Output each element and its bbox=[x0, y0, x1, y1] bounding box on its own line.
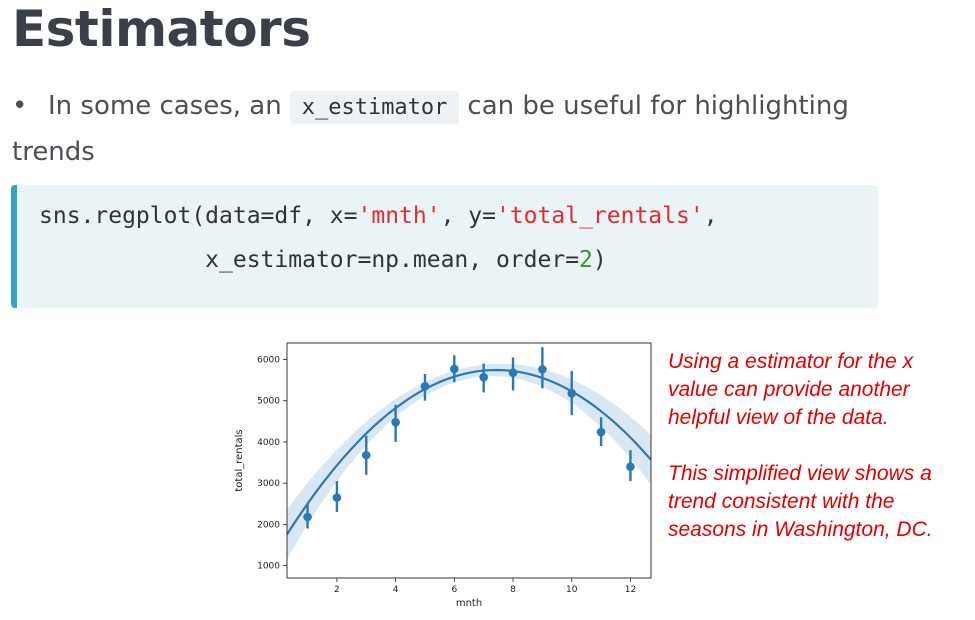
data-point bbox=[332, 493, 342, 502]
data-point bbox=[450, 364, 459, 374]
annotation-note: Using a estimator for the x value can pr… bbox=[668, 348, 968, 572]
code-line-2: x_estimator=np.mean, order=2) bbox=[39, 247, 607, 273]
regression-line bbox=[287, 368, 651, 535]
code-token: , bbox=[703, 203, 718, 229]
data-point bbox=[508, 368, 518, 377]
x-tick-label: 8 bbox=[510, 585, 516, 595]
plot-frame bbox=[286, 342, 652, 579]
y-tick-label: 1000 bbox=[257, 562, 280, 572]
code-number: 2 bbox=[579, 247, 593, 273]
code-line-1: sns.regplot(data=df, x='mnth', y='total_… bbox=[39, 203, 718, 229]
data-point bbox=[361, 450, 371, 460]
bullet-dot: • bbox=[12, 91, 28, 121]
y-tick-label: 6000 bbox=[257, 355, 280, 365]
page-title: Estimators bbox=[12, 0, 311, 58]
code-token: ) bbox=[592, 247, 607, 273]
y-tick-label: 4000 bbox=[257, 438, 280, 448]
y-tick-label: 2000 bbox=[257, 520, 280, 530]
code-token: x_estimator=np.mean, order= bbox=[39, 247, 580, 273]
y-tick-label: 5000 bbox=[257, 397, 280, 407]
data-point bbox=[391, 417, 400, 427]
x-tick-label: 4 bbox=[393, 585, 399, 595]
x-tick-label: 2 bbox=[334, 585, 340, 595]
code-token: sns.regplot(data=df, x= bbox=[39, 203, 358, 229]
note-paragraph-2: This simplified view shows a trend consi… bbox=[668, 462, 933, 541]
confidence-band bbox=[287, 363, 651, 560]
code-string: 'total_rentals' bbox=[495, 203, 704, 229]
note-paragraph-1: Using a estimator for the x value can pr… bbox=[668, 350, 914, 429]
inline-code: x_estimator bbox=[289, 91, 460, 124]
x-tick-label: 12 bbox=[625, 585, 636, 595]
bullet-text-before: In some cases, an bbox=[48, 91, 282, 121]
data-point bbox=[626, 462, 635, 471]
regplot-chart: 2 4 6 8 10 12 1000 2000 3000 4000 5000 6000 mnth tota… bbox=[234, 342, 652, 609]
data-point bbox=[479, 372, 488, 382]
code-block: sns.regplot(data=df, x='mnth', y='total_… bbox=[11, 185, 878, 308]
data-point bbox=[567, 388, 577, 398]
data-point bbox=[538, 365, 547, 374]
bullet-text-after: can be useful for highlighting trends bbox=[12, 91, 849, 167]
data-point bbox=[596, 427, 606, 437]
bullet-item: • In some cases, an x_estimator can be usef… bbox=[12, 84, 912, 174]
y-axis-label: total_rentals bbox=[234, 429, 245, 491]
code-token: , y= bbox=[440, 203, 496, 229]
x-tick-label: 6 bbox=[451, 585, 457, 595]
y-tick-label: 3000 bbox=[257, 479, 280, 489]
data-point bbox=[420, 381, 430, 391]
x-tick-label: 10 bbox=[566, 585, 578, 595]
x-axis-label: mnth bbox=[456, 598, 482, 609]
code-string: 'mnth' bbox=[357, 203, 441, 229]
data-point bbox=[303, 512, 312, 522]
